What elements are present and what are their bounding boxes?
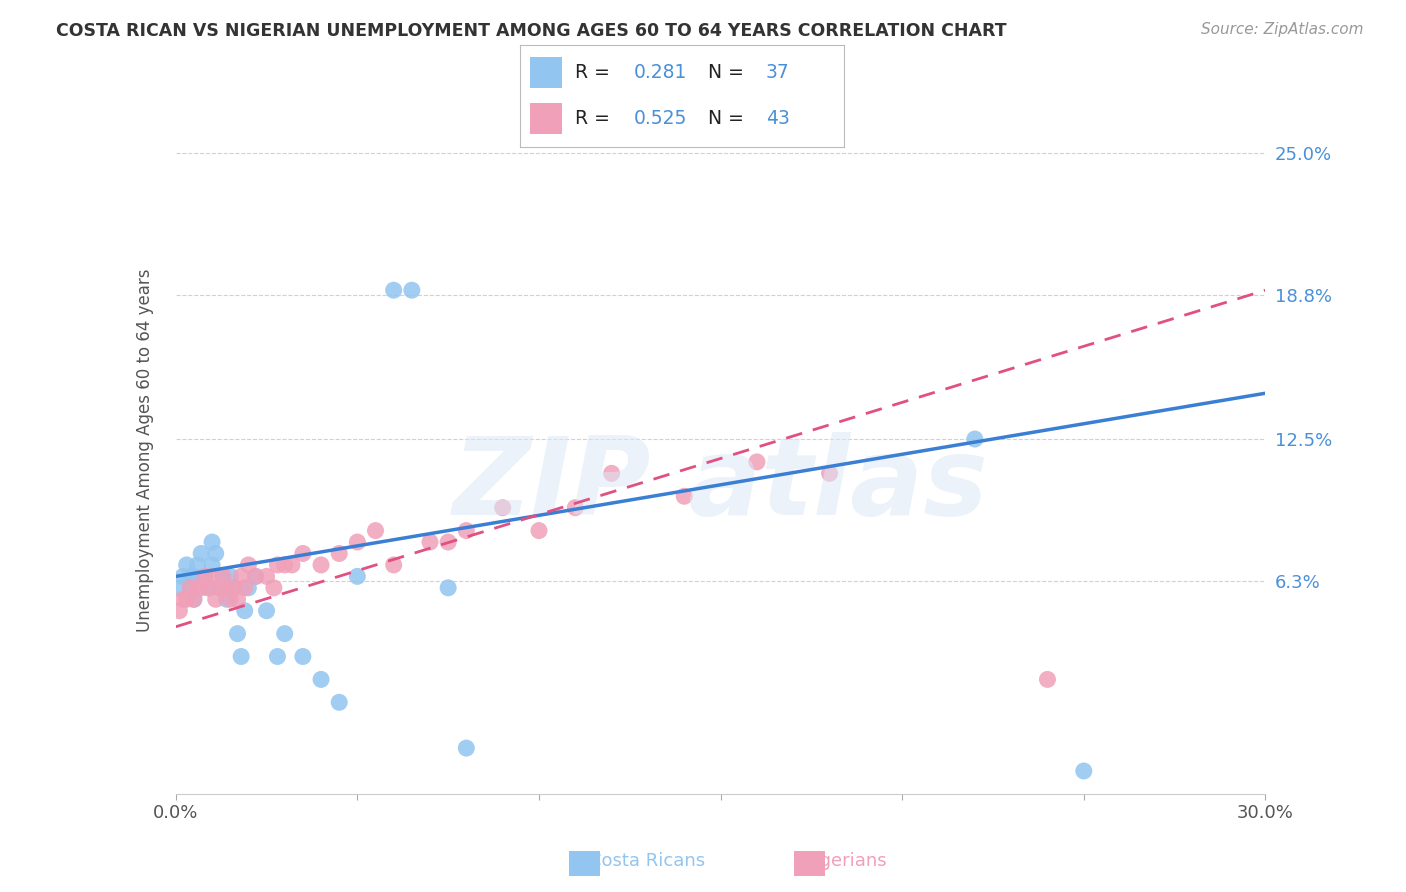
Point — [197, 581, 219, 595]
Point — [1073, 764, 1095, 778]
Point — [382, 283, 405, 297]
Text: 0.525: 0.525 — [633, 109, 686, 128]
Point — [194, 569, 217, 583]
Point — [437, 581, 460, 595]
Point — [222, 581, 245, 595]
Point — [564, 500, 586, 515]
Point — [328, 546, 350, 561]
Point — [456, 741, 478, 756]
Point — [204, 546, 226, 561]
Point — [219, 592, 242, 607]
Text: 0.281: 0.281 — [633, 62, 686, 82]
Point — [208, 581, 231, 595]
Point — [194, 569, 217, 583]
Point — [179, 581, 201, 595]
Point — [600, 467, 623, 481]
Point — [172, 569, 194, 583]
Point — [222, 581, 245, 595]
Text: Source: ZipAtlas.com: Source: ZipAtlas.com — [1201, 22, 1364, 37]
Point — [309, 558, 332, 572]
Point — [201, 558, 224, 572]
Point — [291, 649, 314, 664]
Point — [212, 569, 235, 583]
Point — [215, 581, 238, 595]
Point — [172, 592, 194, 607]
Point — [256, 569, 278, 583]
Point — [328, 695, 350, 709]
Bar — [530, 103, 562, 134]
Text: COSTA RICAN VS NIGERIAN UNEMPLOYMENT AMONG AGES 60 TO 64 YEARS CORRELATION CHART: COSTA RICAN VS NIGERIAN UNEMPLOYMENT AMO… — [56, 22, 1007, 40]
Text: R =: R = — [575, 62, 616, 82]
Point — [190, 581, 212, 595]
Point — [401, 283, 423, 297]
Text: N =: N = — [707, 62, 749, 82]
Point — [673, 489, 696, 503]
Text: Nigerians: Nigerians — [801, 852, 886, 870]
Point — [346, 535, 368, 549]
Point — [231, 569, 253, 583]
Point — [963, 432, 986, 446]
Point — [527, 524, 550, 538]
Point — [274, 558, 297, 572]
Point — [291, 546, 314, 561]
Point — [190, 546, 212, 561]
Point — [281, 558, 304, 572]
Point — [238, 581, 260, 595]
Point — [215, 592, 238, 607]
Text: Costa Ricans: Costa Ricans — [589, 852, 704, 870]
Point — [201, 569, 224, 583]
Point — [186, 581, 209, 595]
Point — [437, 535, 460, 549]
Point — [179, 581, 201, 595]
Point — [183, 592, 205, 607]
Point — [219, 569, 242, 583]
Point — [233, 581, 256, 595]
Text: 43: 43 — [766, 109, 790, 128]
Point — [226, 626, 249, 640]
Point — [256, 604, 278, 618]
Point — [197, 581, 219, 595]
Point — [492, 500, 515, 515]
Point — [263, 581, 285, 595]
Point — [208, 581, 231, 595]
Point — [212, 569, 235, 583]
Point — [204, 592, 226, 607]
Point — [818, 467, 841, 481]
Point — [456, 524, 478, 538]
Point — [169, 604, 191, 618]
Point — [233, 604, 256, 618]
Point — [274, 626, 297, 640]
Point — [176, 558, 198, 572]
Point — [245, 569, 267, 583]
Point — [1036, 673, 1059, 687]
Point — [364, 524, 387, 538]
Text: 37: 37 — [766, 62, 790, 82]
Point — [238, 558, 260, 572]
Point — [346, 569, 368, 583]
Point — [745, 455, 768, 469]
Point — [186, 558, 209, 572]
Point — [226, 592, 249, 607]
Text: R =: R = — [575, 109, 616, 128]
Point — [176, 592, 198, 607]
Point — [309, 673, 332, 687]
Point — [179, 569, 201, 583]
Point — [169, 581, 191, 595]
Point — [231, 649, 253, 664]
Bar — [530, 57, 562, 87]
Y-axis label: Unemployment Among Ages 60 to 64 years: Unemployment Among Ages 60 to 64 years — [136, 268, 155, 632]
Point — [201, 535, 224, 549]
Point — [183, 569, 205, 583]
Point — [266, 649, 288, 664]
Point — [245, 569, 267, 583]
Text: N =: N = — [707, 109, 749, 128]
Point — [183, 592, 205, 607]
Point — [419, 535, 441, 549]
Text: ZIP atlas: ZIP atlas — [453, 432, 988, 538]
Point — [266, 558, 288, 572]
Point — [382, 558, 405, 572]
